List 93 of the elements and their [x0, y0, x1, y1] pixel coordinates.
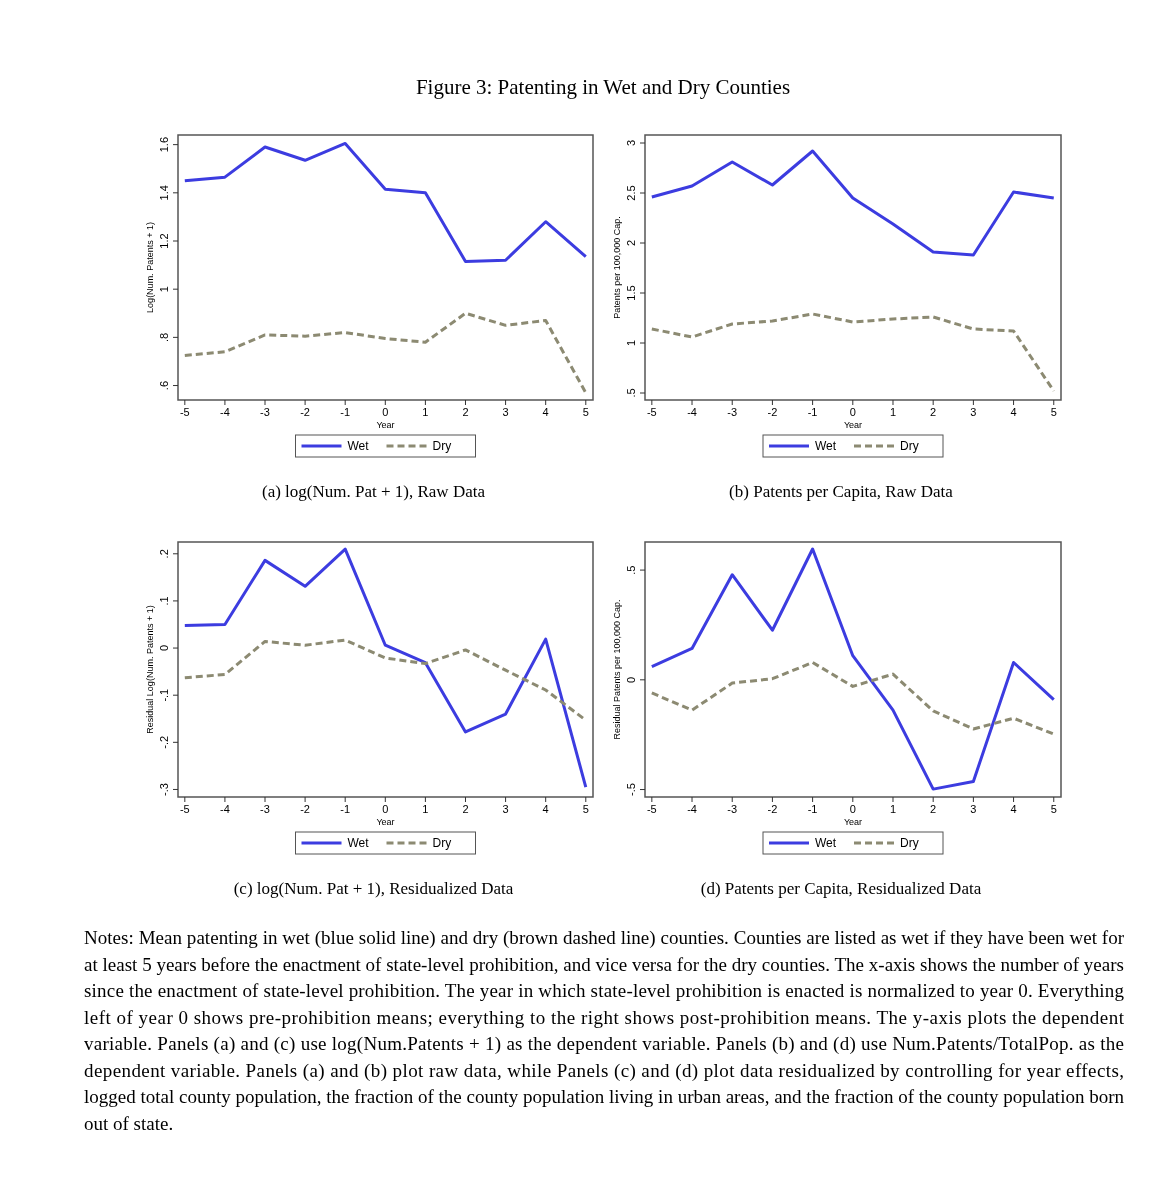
legend-label: Dry [900, 439, 919, 453]
x-tick-label: -1 [807, 406, 818, 418]
y-tick-label: .5 [625, 388, 637, 398]
x-tick-label: -5 [646, 406, 657, 418]
x-tick-label: 1 [889, 406, 897, 418]
x-tick-label: 5 [582, 406, 589, 418]
x-tick-label: -2 [767, 406, 778, 418]
y-tick-label: .1 [158, 596, 170, 606]
x-tick-label: 0 [382, 406, 389, 418]
legend-label: Wet [347, 836, 370, 850]
x-tick-label: 5 [1050, 803, 1057, 815]
x-tick-label: -5 [646, 803, 657, 815]
x-tick-label: 5 [1050, 406, 1057, 418]
x-tick-label: -2 [300, 406, 310, 418]
x-tick-label: 0 [849, 406, 856, 418]
x-tick-label: -4 [220, 406, 230, 418]
y-tick-label: 1.2 [158, 233, 170, 249]
text: (d) Patents per Capita, Residualized Data [700, 879, 982, 898]
line-series [183, 141, 588, 263]
y-tick-label: 2 [625, 239, 637, 247]
x-tick-label: 0 [849, 803, 856, 815]
y-tick-label: -.1 [158, 688, 170, 702]
x-tick-label: -3 [727, 803, 738, 815]
x-axis-title: Year [843, 817, 863, 827]
x-tick-label: -5 [179, 803, 190, 815]
x-tick-label: 4 [1010, 803, 1017, 815]
x-tick-label: 1 [889, 803, 897, 815]
x-tick-label: 2 [462, 803, 469, 815]
x-tick-label: -4 [220, 803, 230, 815]
y-tick-label: .5 [625, 565, 637, 575]
y-axis-title: Residual Patents per 100,000 Cap. [612, 599, 622, 740]
y-tick-label: 1.4 [158, 185, 170, 201]
y-tick-label: .6 [158, 380, 170, 391]
x-tick-label: -3 [727, 406, 738, 418]
x-tick-label: 5 [582, 803, 589, 815]
legend-label: Wet [815, 836, 837, 850]
line-series [650, 149, 1056, 257]
y-axis-title: Log(Num. Patents + 1) [145, 222, 155, 313]
x-tick-label: -1 [340, 406, 351, 418]
y-tick-label: .8 [158, 332, 170, 342]
x-tick-label: -1 [807, 803, 818, 815]
x-tick-label: -3 [260, 803, 270, 815]
x-tick-label: 0 [382, 803, 389, 815]
y-tick-label: -.3 [158, 783, 170, 796]
text: (a) log(Num. Pat + 1), Raw Data [262, 482, 486, 501]
x-tick-label: 3 [970, 406, 977, 418]
y-tick-label: -.2 [158, 735, 170, 749]
line-series [183, 547, 588, 789]
x-tick-label: -2 [767, 803, 778, 815]
y-tick-label: 3 [625, 139, 637, 147]
x-tick-label: 4 [542, 803, 549, 815]
y-tick-label: 2.5 [625, 185, 637, 201]
legend-label: Wet [347, 439, 370, 453]
x-tick-label: -3 [260, 406, 270, 418]
x-tick-label: -5 [179, 406, 190, 418]
y-tick-label: 1.5 [625, 285, 637, 301]
x-tick-label: 2 [930, 406, 937, 418]
x-tick-label: -2 [300, 803, 310, 815]
y-tick-label: -.5 [625, 783, 637, 796]
text: Notes: Mean patenting in wet (blue solid line) and dry (brown dashed line) counties. Counties are listed as wet if they have been wet for at least 5 years before the enactment of state-level prohibition, and vice versa for the dry counties. The x-axis shows the number of years since the enactment of state-level prohibition. The year in which state-level prohibition is enacted is normalized to year 0. Everything left of year 0 shows pre-prohibition means; everything to the right shows post-prohibition means. The y-axis plots the dependent variable. Panels (a) and (c) use log(Num.Patents + 1) as the dependent variable. Panels (b) and (d) use Num.Patents/TotalPop. as the dependent variable. Panels (a) and (b) plot raw data, while Panels (c) and (d) plot data residualized by controlling for year effects, logged total county population, the fraction of the county population living in urban areas, and the fraction of the county population born out of state. [84, 927, 1125, 1134]
text: (b) Patents per Capita, Raw Data [729, 482, 954, 501]
x-axis-title: Year [376, 817, 395, 827]
x-tick-label: 2 [462, 406, 469, 418]
x-tick-label: -1 [340, 803, 351, 815]
line-series [650, 660, 1056, 736]
x-tick-label: -4 [687, 803, 697, 815]
x-tick-label: 1 [422, 406, 429, 418]
legend-label: Wet [815, 439, 837, 453]
y-tick-label: 1 [625, 339, 637, 347]
x-tick-label: 2 [930, 803, 937, 815]
y-tick-label: 0 [158, 644, 170, 652]
x-tick-label: 4 [542, 406, 549, 418]
legend-label: Dry [432, 836, 452, 850]
y-tick-label: 1.6 [158, 136, 170, 153]
y-axis-title: Patents per 100,000 Cap. [612, 216, 622, 319]
x-tick-label: 1 [422, 803, 429, 815]
text: (c) log(Num. Pat + 1), Residualized Data [233, 879, 514, 898]
x-tick-label: 3 [502, 803, 509, 815]
y-tick-label: 1 [158, 286, 170, 293]
chart-title: Figure 3: Patenting in Wet and Dry Counties [415, 75, 791, 99]
line-series [183, 311, 588, 395]
legend-label: Dry [900, 836, 919, 850]
legend-label: Dry [432, 439, 452, 453]
y-tick-label: .2 [158, 549, 170, 559]
x-tick-label: 3 [502, 406, 509, 418]
y-axis-title: Residual Log(Num. Patents + 1) [145, 605, 155, 734]
x-axis-title: Year [376, 420, 395, 430]
x-tick-label: 3 [970, 803, 977, 815]
x-tick-label: 4 [1010, 406, 1017, 418]
x-tick-label: -4 [687, 406, 697, 418]
line-series [650, 547, 1056, 791]
x-axis-title: Year [843, 420, 863, 430]
y-tick-label: 0 [625, 676, 637, 683]
